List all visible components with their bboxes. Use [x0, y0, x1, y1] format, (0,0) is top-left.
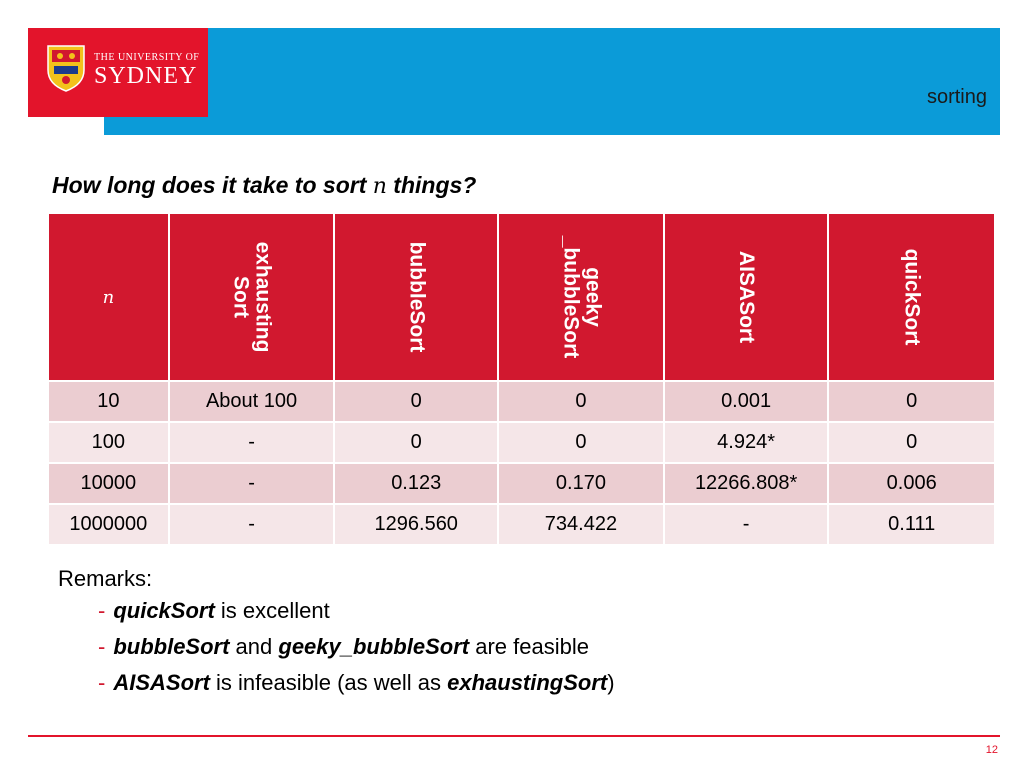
table-cell: 0 — [497, 380, 665, 423]
table-cell: - — [167, 421, 336, 464]
crest-icon — [47, 45, 85, 92]
table-cell: 4.924* — [662, 421, 830, 464]
table-cell: 10 — [47, 380, 170, 423]
table-cell: 10000 — [47, 462, 170, 505]
table-cell: 0 — [497, 421, 665, 464]
list-item: - bubbleSort and geeky_bubbleSort are fea… — [98, 634, 589, 659]
header-exhaustingsort: exhausting Sort — [167, 212, 336, 382]
header-geeky-bubblesort: geeky _bubbleSort — [497, 212, 665, 382]
table-cell: 1296.560 — [333, 503, 500, 546]
header-quicksort: quickSort — [827, 212, 996, 382]
table-cell: 12266.808* — [662, 462, 830, 505]
table-cell: 0 — [827, 421, 996, 464]
table-cell: 1000000 — [47, 503, 170, 546]
table-cell: 0.111 — [827, 503, 996, 546]
table-cell: 734.422 — [497, 503, 665, 546]
table-row: 100 - 0 0 4.924* 0 — [47, 421, 996, 464]
footer-divider — [28, 735, 1000, 737]
university-logo: THE UNIVERSITY OF SYDNEY — [28, 28, 208, 117]
table-cell: 0.001 — [662, 380, 830, 423]
table-row: 10 About 100 0 0 0.001 0 — [47, 380, 996, 423]
table-cell: 100 — [47, 421, 170, 464]
logo-big-text: SYDNEY — [94, 63, 198, 89]
question-end: things? — [386, 172, 477, 198]
list-item: - AISASort is infeasible (as well as exha… — [98, 670, 615, 695]
table-cell: 0.170 — [497, 462, 665, 505]
question-variable: n — [372, 174, 387, 199]
table-cell: - — [167, 503, 336, 546]
table-cell: 0 — [333, 380, 500, 423]
header-band — [104, 28, 1000, 135]
question-start: How long does it take to sort — [52, 172, 373, 198]
table-row: 10000 - 0.123 0.170 12266.808* 0.006 — [47, 462, 996, 505]
section-title: sorting — [926, 86, 987, 108]
table-cell: - — [167, 462, 336, 505]
table-cell: 0 — [827, 380, 996, 423]
table-cell: 0 — [333, 421, 500, 464]
table-cell: 0.123 — [333, 462, 500, 505]
timing-table: n exhausting Sort bubbleSort geeky _bubb… — [47, 212, 996, 546]
header-aisasort: AISASort — [662, 212, 830, 382]
table-row: 1000000 - 1296.560 734.422 - 0.111 — [47, 503, 996, 546]
remarks-title: Remarks: — [58, 566, 153, 591]
page-number: 12 — [985, 744, 998, 756]
table-cell: - — [662, 503, 830, 546]
header-bubblesort: bubbleSort — [333, 212, 500, 382]
remarks: Remarks: - quickSort is excellent - bubble… — [58, 566, 615, 706]
list-item: - quickSort is excellent — [98, 598, 330, 623]
table-cell: 0.006 — [827, 462, 996, 505]
table-cell: About 100 — [167, 380, 336, 423]
logo-small-text: THE UNIVERSITY OF — [94, 52, 200, 63]
header-n: n — [47, 212, 170, 382]
table-header-row: n exhausting Sort bubbleSort geeky _bubb… — [47, 212, 996, 382]
page-title: How long does it take to sort n things? — [52, 172, 476, 199]
remarks-list: - quickSort is excellent - bubbleSort and … — [98, 598, 615, 696]
